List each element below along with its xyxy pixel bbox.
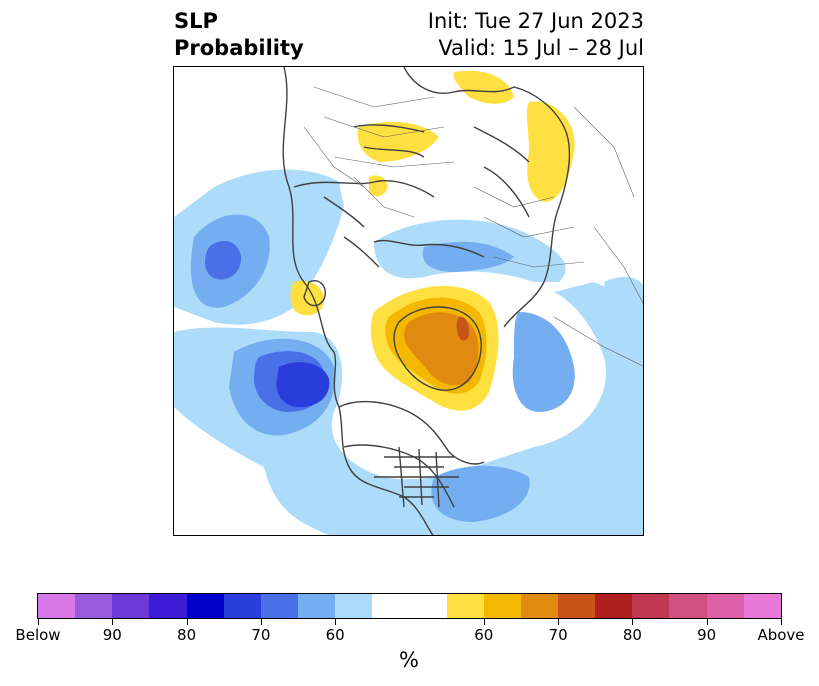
colorbar-segment [297, 594, 336, 618]
colorbar-unit: % [399, 648, 419, 672]
colorbar-tick-label: 70 [548, 626, 568, 644]
colorbar-tick-label: 90 [102, 626, 122, 644]
colorbar-tick [483, 619, 485, 625]
colorbar-tick [335, 619, 337, 625]
colorbar-tick-label: Below [15, 626, 61, 644]
colorbar-segment [409, 594, 447, 618]
colorbar-segment [372, 594, 410, 618]
title-line-2: Probability [174, 36, 304, 60]
colorbar-segment [706, 594, 744, 618]
colorbar-segment [149, 594, 187, 618]
chart-title: SLP Probability [174, 8, 304, 62]
colorbar-tick-label: 60 [325, 626, 345, 644]
colorbar-tick [632, 619, 634, 625]
colorbar-tick [706, 619, 708, 625]
init-date: Init: Tue 27 Jun 2023 [427, 9, 644, 33]
country-borders [303, 86, 643, 367]
colorbar-segment [38, 594, 76, 618]
colorbar-segment [595, 594, 633, 618]
colorbar-tick-label: 80 [622, 626, 642, 644]
colorbar-tick [558, 619, 560, 625]
colorbar-segment [446, 594, 484, 618]
coastlines [282, 67, 571, 535]
below-90-regions [276, 362, 330, 408]
colorbar-segment [186, 594, 224, 618]
colorbar-segment [75, 594, 113, 618]
colorbar-tick [112, 619, 114, 625]
colorbar-segment [632, 594, 670, 618]
colorbar-tick-label: 80 [177, 626, 197, 644]
date-info: Init: Tue 27 Jun 2023 Valid: 15 Jul – 28… [428, 8, 644, 62]
colorbar [37, 593, 782, 619]
colorbar-tick [38, 619, 39, 625]
title-line-1: SLP [174, 9, 218, 33]
colorbar-segment [483, 594, 521, 618]
colorbar-tick [260, 619, 262, 625]
colorbar-segment [335, 594, 373, 618]
colorbar-tick-label: 60 [474, 626, 494, 644]
colorbar-segment [520, 594, 558, 618]
colorbar-segment [743, 594, 781, 618]
colorbar-segment [223, 594, 261, 618]
colorbar-segment [260, 594, 298, 618]
probability-map [173, 66, 644, 536]
map-svg [174, 67, 643, 535]
colorbar-segment [669, 594, 707, 618]
colorbar-tick [186, 619, 188, 625]
valid-date: Valid: 15 Jul – 28 Jul [438, 36, 644, 60]
colorbar-tick-label: 70 [251, 626, 271, 644]
colorbar-tick [781, 619, 782, 625]
colorbar-segment [112, 594, 150, 618]
colorbar-segment [557, 594, 596, 618]
above-90-regions [456, 316, 470, 341]
colorbar-tick-label: Above [757, 626, 805, 644]
colorbar-tick-label: 90 [697, 626, 717, 644]
